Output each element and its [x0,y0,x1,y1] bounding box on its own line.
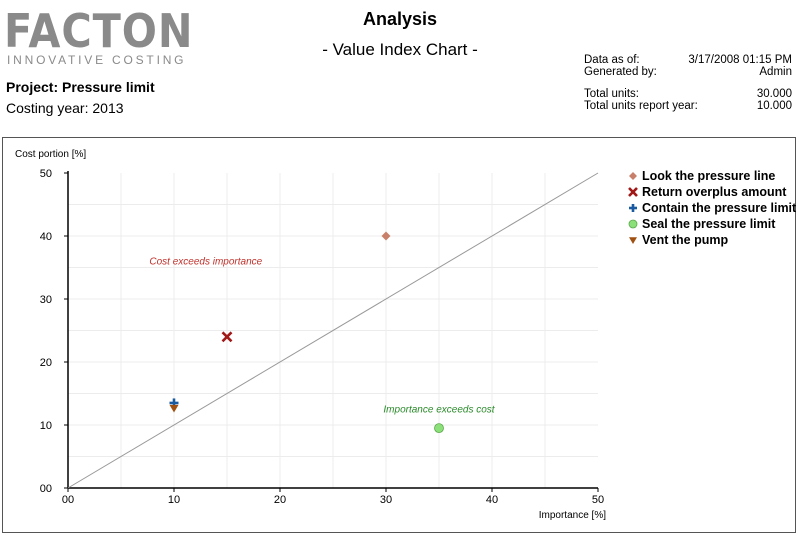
point-seal-the-pressure-limit [434,423,444,434]
report-title: Analysis [362,9,438,29]
generated-by-label: Generated by: [584,66,657,78]
legend-marker-triangle-down-icon [626,233,640,247]
x-tick-label: 00 [62,494,74,506]
x-tick-label: 40 [486,494,498,506]
data-as-of-label: Data as of: [584,54,640,66]
y-axis-label: Cost portion [%] [15,149,86,160]
legend-symbol [629,237,637,244]
legend-label: Look the pressure line [642,169,776,183]
chart-frame [2,137,796,533]
legend-label: Return overplus amount [642,185,787,199]
legend-symbol-stroke [628,187,638,197]
legend-item-vent-the-pump: Vent the pump [626,232,796,248]
legend-marker-svg [629,237,637,244]
y-tick-label: 10 [40,420,52,432]
project-label: Project: Pressure limit [6,79,155,95]
annotation-label: Cost exceeds importance [149,256,262,267]
legend-symbol [629,172,637,180]
total-units-report-year-label: Total units report year: [584,100,698,112]
annotation-label: Importance exceeds cost [383,404,495,415]
point-return-overplus-amount [221,331,233,343]
legend-marker-x-icon [626,185,640,199]
logo-tagline: INNOVATIVE COSTING [7,53,187,67]
total-units-label: Total units: [584,88,639,100]
legend-marker-svg [628,219,638,229]
y-tick-label: 50 [40,168,52,180]
report-subtitle: - Value Index Chart - [322,40,478,59]
y-tick-label: 00 [40,483,52,495]
point-look-the-pressure-line [381,231,391,241]
legend-marker-svg [628,187,638,197]
legend-item-contain-the-pressure-limit: Contain the pressure limit [626,200,796,216]
point-vent-the-pump [169,404,179,413]
data-as-of-value: 3/17/2008 01:15 PM [688,54,792,66]
legend-item-return-overplus-amount: Return overplus amount [626,184,796,200]
legend-label: Vent the pump [642,233,729,247]
reference-line [67,172,599,489]
costing-year: Costing year: 2013 [6,100,124,116]
x-tick-label: 50 [592,494,604,506]
x-axis-label: Importance [%] [539,510,606,521]
y-tick-label: 30 [40,294,52,306]
x-tick-label: 10 [168,494,180,506]
legend-symbol [628,187,638,197]
legend-item-seal-the-pressure-limit: Seal the pressure limit [626,216,796,232]
point-return-overplus-amount-stroke [221,331,233,343]
legend-symbol [629,204,637,212]
generated-by-value: Admin [759,66,792,78]
legend-symbol [628,219,638,229]
y-tick-label: 20 [40,357,52,369]
legend-label: Seal the pressure limit [642,217,776,231]
legend-label: Contain the pressure limit [642,201,797,215]
legend-marker-svg [629,204,637,212]
legend-marker-diamond-icon [626,169,640,183]
x-tick-label: 30 [380,494,392,506]
x-tick-label: 20 [274,494,286,506]
legend-item-look-the-pressure-line: Look the pressure line [626,168,796,184]
legend-marker-circle-icon [626,217,640,231]
total-units-report-year-value: 10.000 [756,100,792,112]
facton-logo: FACTON [4,4,194,58]
legend-marker-plus-icon [626,201,640,215]
y-tick-label: 40 [40,231,52,243]
chart-legend: Look the pressure line Return overplus am… [626,168,796,248]
legend-marker-svg [629,172,637,180]
total-units-value: 30.000 [756,88,792,100]
